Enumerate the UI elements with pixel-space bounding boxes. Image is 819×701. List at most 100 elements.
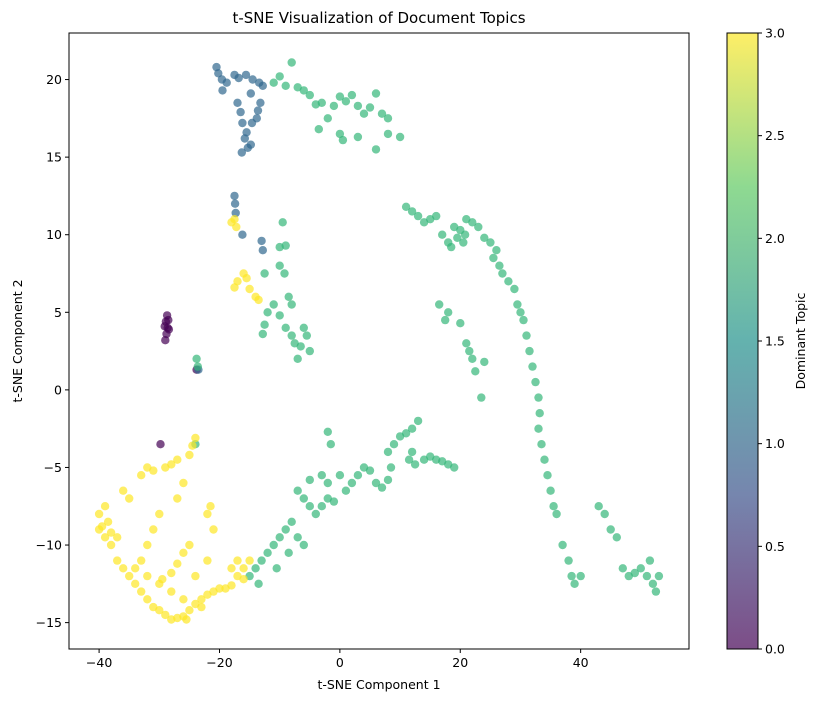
data-point-topic-2 xyxy=(516,308,525,317)
data-point-topic-3 xyxy=(239,575,248,584)
data-point-topic-2 xyxy=(269,78,278,87)
data-point-topic-3 xyxy=(143,595,152,604)
data-point-topic-3 xyxy=(245,556,254,565)
data-point-topic-2 xyxy=(275,261,284,270)
data-point-topic-2 xyxy=(353,471,363,480)
data-point-topic-3 xyxy=(185,540,194,550)
data-point-topic-3 xyxy=(230,283,239,292)
data-point-topic-2 xyxy=(260,320,269,329)
data-point-topic-2 xyxy=(404,455,414,464)
data-point-topic-2 xyxy=(347,90,357,100)
data-point-topic-1 xyxy=(253,106,263,115)
colorbar-tick-label: 2.0 xyxy=(765,231,785,246)
data-point-topic-2 xyxy=(341,486,351,495)
data-point-topic-1 xyxy=(246,89,255,98)
data-point-topic-2 xyxy=(444,308,453,317)
data-point-topic-3 xyxy=(245,284,254,294)
data-point-topic-1 xyxy=(241,70,251,80)
data-point-topic-2 xyxy=(410,460,420,469)
data-point-topic-2 xyxy=(281,525,290,534)
data-point-topic-2 xyxy=(558,540,567,550)
data-point-topic-2 xyxy=(275,72,284,81)
data-point-topic-2 xyxy=(323,427,332,436)
colorbar-tick-label: 0.0 xyxy=(765,642,785,657)
data-point-topic-2 xyxy=(193,362,202,371)
data-point-topic-2 xyxy=(284,548,293,557)
y-tick-label: −10 xyxy=(36,538,62,553)
data-point-topic-2 xyxy=(293,354,302,363)
x-tick-label: 0 xyxy=(336,655,344,670)
data-point-topic-3 xyxy=(227,581,236,590)
data-point-topic-2 xyxy=(287,58,296,67)
data-point-topic-0 xyxy=(160,322,169,331)
data-point-topic-3 xyxy=(137,587,146,596)
data-point-topic-3 xyxy=(239,564,248,573)
data-point-topic-2 xyxy=(606,525,615,534)
x-tick-label: 20 xyxy=(452,655,468,670)
data-point-topic-3 xyxy=(100,502,110,511)
data-point-topic-2 xyxy=(305,90,314,100)
data-point-topic-3 xyxy=(149,466,158,475)
data-point-topic-1 xyxy=(238,118,247,128)
y-tick-label: 15 xyxy=(46,150,62,165)
data-point-topic-2 xyxy=(498,269,507,278)
data-point-topic-2 xyxy=(450,463,459,472)
data-point-topic-2 xyxy=(338,135,348,145)
data-point-topic-3 xyxy=(227,564,236,573)
data-point-topic-1 xyxy=(237,148,246,157)
data-point-topic-1 xyxy=(238,230,247,239)
data-point-topic-3 xyxy=(113,533,122,542)
data-point-topic-1 xyxy=(230,199,240,208)
data-point-topic-1 xyxy=(248,75,257,84)
data-point-topic-2 xyxy=(519,315,528,325)
colorbar-ticks: 0.0 0.5 1.0 1.5 2.0 2.5 3.0 xyxy=(758,26,785,657)
data-point-topic-2 xyxy=(284,292,293,301)
data-point-topic-2 xyxy=(395,132,405,142)
data-point-topic-2 xyxy=(260,269,269,278)
data-point-topic-3 xyxy=(125,494,134,503)
data-point-topic-2 xyxy=(468,354,477,363)
data-point-topic-3 xyxy=(179,548,188,557)
data-point-topic-3 xyxy=(97,522,107,531)
data-point-topic-0 xyxy=(156,440,165,449)
data-point-topic-2 xyxy=(275,311,284,320)
y-tick-label: 0 xyxy=(54,382,62,397)
data-point-topic-3 xyxy=(143,571,152,581)
data-point-topic-2 xyxy=(275,533,284,542)
data-point-topic-2 xyxy=(534,424,543,433)
data-point-topic-2 xyxy=(564,556,573,565)
data-point-topic-2 xyxy=(540,455,549,464)
data-point-topic-3 xyxy=(131,564,140,573)
data-point-topic-2 xyxy=(453,233,462,242)
data-point-topic-3 xyxy=(131,579,140,588)
data-point-topic-2 xyxy=(377,483,387,492)
data-point-topic-1 xyxy=(234,73,243,83)
data-point-topic-2 xyxy=(474,222,483,232)
data-point-topic-3 xyxy=(173,455,182,464)
data-point-topic-2 xyxy=(335,471,345,480)
data-point-topic-0 xyxy=(164,315,173,325)
data-point-topic-2 xyxy=(258,329,267,339)
data-point-topic-2 xyxy=(305,475,314,485)
data-point-topic-3 xyxy=(227,218,236,227)
data-point-topic-2 xyxy=(468,218,477,227)
data-point-topic-3 xyxy=(173,494,182,503)
data-point-topic-2 xyxy=(341,97,351,106)
data-point-topic-2 xyxy=(407,207,417,216)
data-point-topic-2 xyxy=(522,331,531,340)
data-point-topic-2 xyxy=(305,346,314,356)
data-point-topic-2 xyxy=(651,587,661,596)
data-point-topic-2 xyxy=(407,424,417,433)
data-point-topic-3 xyxy=(197,602,206,612)
data-point-topic-1 xyxy=(230,191,239,201)
colorbar-tick-label: 0.5 xyxy=(765,539,785,554)
colorbar-tick-label: 1.0 xyxy=(765,436,785,451)
data-point-topic-2 xyxy=(329,497,339,506)
data-point-topic-1 xyxy=(218,86,227,95)
data-point-topic-2 xyxy=(314,125,323,134)
data-point-topic-2 xyxy=(251,564,260,573)
data-point-topic-2 xyxy=(438,230,447,239)
data-point-topic-3 xyxy=(185,450,194,460)
data-point-topic-2 xyxy=(281,81,290,91)
